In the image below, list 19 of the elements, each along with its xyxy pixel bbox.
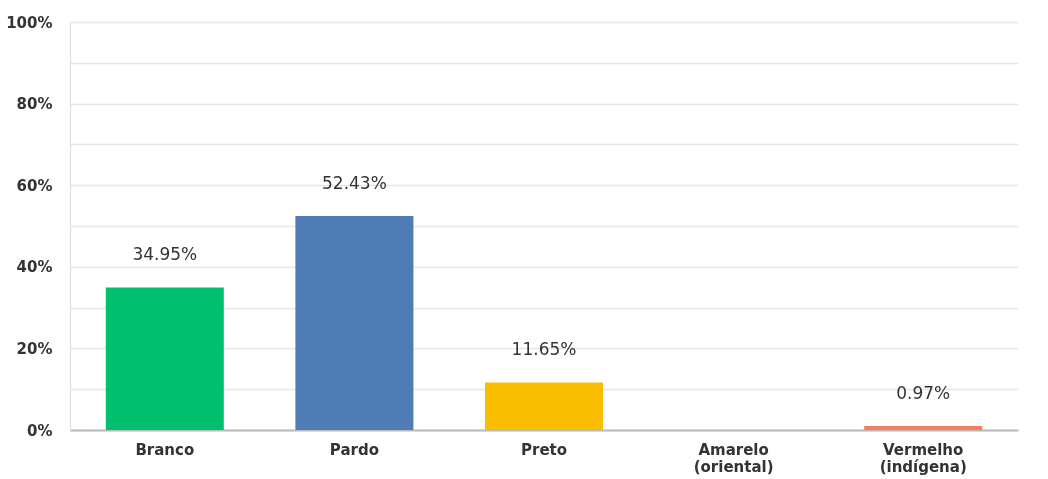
- bar: [105, 287, 224, 430]
- data-label: 52.43%: [321, 173, 387, 194]
- data-label: 34.95%: [132, 244, 198, 265]
- data-label: 0.97%: [896, 383, 951, 404]
- y-tick-label: 60%: [16, 176, 53, 195]
- bar: [295, 216, 414, 430]
- y-tick-label: 20%: [16, 339, 53, 358]
- y-tick-label: 40%: [16, 258, 53, 277]
- y-tick-label: 80%: [16, 95, 53, 114]
- x-tick-label: Vermelho (indígena): [879, 440, 967, 476]
- x-tick-label: Amarelo (oriental): [693, 440, 774, 476]
- x-tick-label: Branco: [135, 440, 195, 459]
- data-label: 11.65%: [511, 339, 577, 360]
- y-tick-label: 100%: [6, 13, 53, 32]
- y-tick-label: 0%: [27, 421, 53, 440]
- bar: [485, 382, 603, 430]
- x-tick-label: Preto: [520, 440, 568, 459]
- bar: [864, 426, 983, 430]
- x-tick-label: Pardo: [329, 440, 379, 459]
